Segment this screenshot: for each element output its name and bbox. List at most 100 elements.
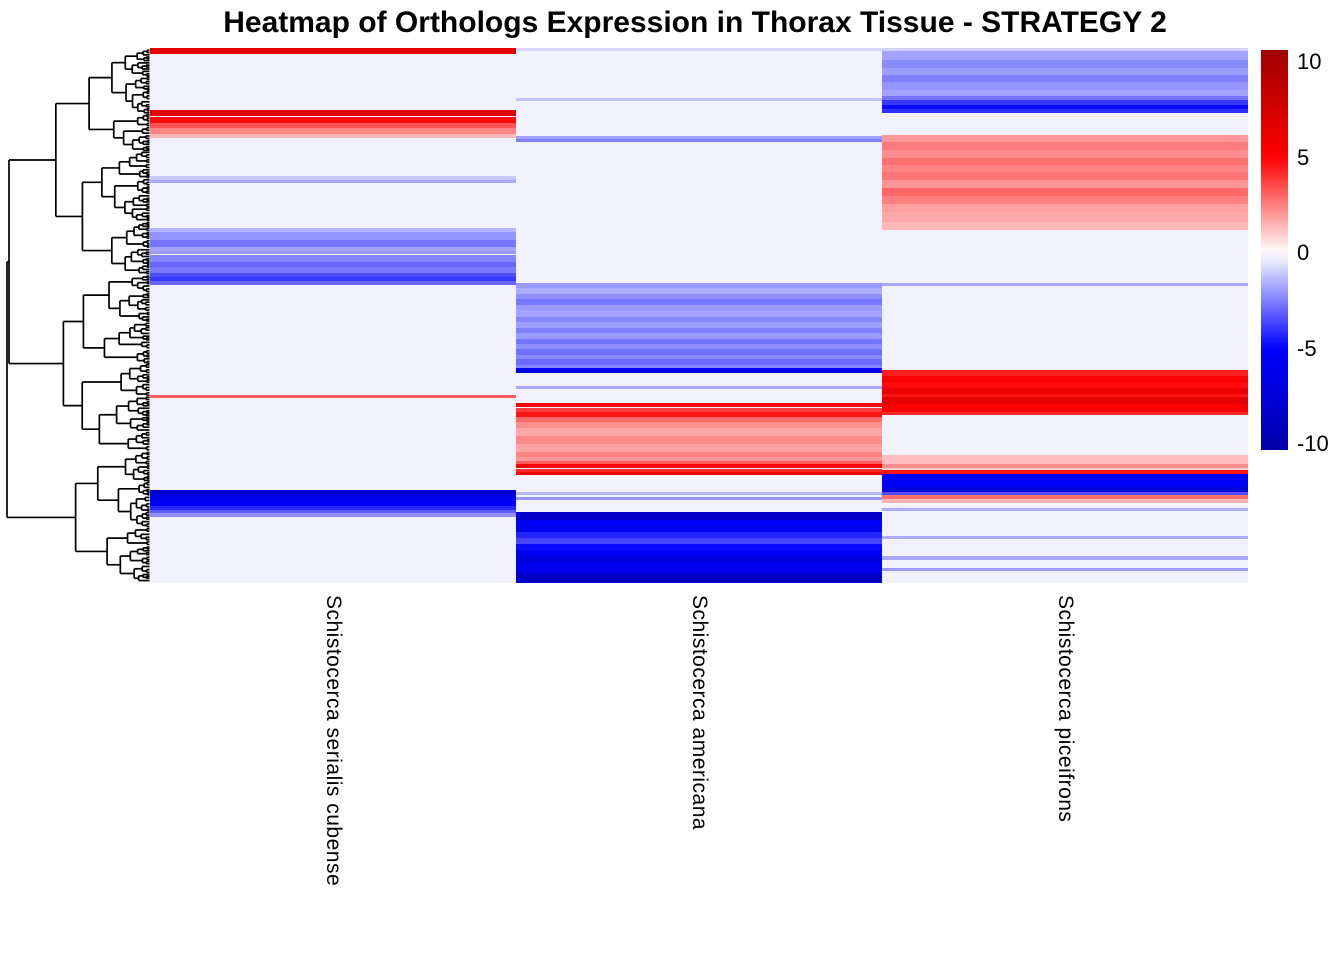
heatmap-band	[516, 403, 882, 408]
heatmap-band	[882, 99, 1248, 106]
heatmap-band	[516, 464, 882, 469]
heatmap-band	[516, 456, 882, 461]
heatmap-band	[882, 67, 1248, 75]
heatmap-band	[882, 492, 1248, 496]
heatmap-band	[882, 282, 1248, 287]
heatmap-band	[150, 239, 516, 247]
heatmap-band	[150, 285, 516, 395]
heatmap-band	[882, 555, 1248, 560]
row-dendrogram	[6, 49, 150, 582]
heatmap-band	[150, 254, 516, 262]
heatmap-band	[516, 574, 882, 583]
heatmap-band	[150, 134, 516, 138]
heatmap-band	[516, 427, 882, 436]
colorbar-tick-label: 0	[1297, 240, 1310, 266]
heatmap-band	[882, 499, 1248, 503]
heatmap-band	[516, 338, 882, 344]
heatmap-band	[882, 470, 1248, 474]
heatmap-band	[882, 221, 1248, 230]
heatmap-band	[882, 468, 1248, 471]
heatmap-band	[150, 182, 516, 228]
heatmap-band	[516, 359, 882, 365]
colorbar-tick-label: 10	[1297, 48, 1322, 74]
heatmap-band	[516, 299, 882, 305]
colorbar	[1261, 50, 1288, 450]
heatmap-band	[150, 128, 516, 135]
heatmap-band	[150, 175, 516, 180]
heatmap-band	[516, 343, 882, 350]
colorbar-tick-label: -5	[1297, 335, 1317, 361]
heatmap-band	[882, 150, 1248, 159]
heatmap-band	[150, 509, 516, 514]
heatmap-band	[516, 101, 882, 136]
heatmap-band	[882, 376, 1248, 382]
heatmap-band	[882, 415, 1248, 456]
column-label-piceifrons: Schistocerca piceifrons	[1054, 595, 1077, 823]
heatmap-band	[882, 109, 1248, 113]
heatmap-band	[516, 355, 882, 360]
heatmap-band	[516, 511, 882, 520]
heatmap-band	[516, 435, 882, 444]
heatmap-band	[882, 396, 1248, 404]
heatmap-band	[516, 538, 882, 544]
heatmap-band	[516, 531, 882, 538]
heatmap-band	[516, 97, 882, 101]
heatmap-band	[150, 53, 516, 111]
heatmap-band	[516, 468, 882, 472]
heatmap-band	[150, 516, 516, 583]
heatmap-band	[882, 571, 1248, 583]
heatmap-band	[150, 262, 516, 268]
heatmap-band	[882, 508, 1248, 512]
heatmap-band	[882, 82, 1248, 91]
heatmap-band	[882, 105, 1248, 109]
column-label-serialis-cubense: Schistocerca serialis cubense	[322, 595, 345, 887]
heatmap-band	[882, 158, 1248, 166]
heatmap-band	[882, 180, 1248, 189]
heatmap-band	[150, 179, 516, 183]
heatmap-band	[516, 461, 882, 465]
heatmap-band	[882, 51, 1248, 60]
heatmap-band	[882, 535, 1248, 540]
heatmap-band	[150, 394, 516, 398]
heatmap-band	[516, 563, 882, 570]
heatmap-band	[882, 463, 1248, 468]
heatmap-band	[882, 370, 1248, 376]
heatmap-band	[150, 506, 516, 510]
heatmap-band	[882, 455, 1248, 464]
heatmap-band	[150, 122, 516, 129]
heatmap-band	[150, 502, 516, 506]
heatmap-band	[150, 247, 516, 252]
heatmap-band	[150, 227, 516, 233]
heatmap-band	[516, 304, 882, 311]
heatmap-band	[882, 560, 1248, 568]
heatmap-band	[516, 48, 882, 52]
heatmap-band	[516, 519, 882, 526]
heatmap-band	[516, 333, 882, 339]
heatmap-band	[150, 110, 516, 117]
heatmap-band	[516, 327, 882, 334]
heatmap-band	[150, 48, 516, 54]
heatmap-band	[516, 411, 882, 418]
heatmap-band	[516, 451, 882, 457]
heatmap-band	[516, 310, 882, 318]
heatmap-band	[150, 137, 516, 176]
heatmap-band	[882, 381, 1248, 389]
heatmap-band	[882, 502, 1248, 509]
heatmap-band	[516, 372, 882, 386]
chart-title: Heatmap of Orthologs Expression in Thora…	[223, 6, 1167, 39]
heatmap-band	[882, 229, 1248, 283]
heatmap-band	[882, 212, 1248, 222]
heatmap-band	[150, 232, 516, 240]
heatmap-band	[150, 493, 516, 498]
heatmap-band	[150, 513, 516, 517]
heatmap-band	[882, 495, 1248, 499]
heatmap-band	[516, 370, 882, 373]
column-label-americana: Schistocerca americana	[688, 595, 711, 831]
heatmap-band	[516, 293, 882, 300]
heatmap-band	[516, 367, 882, 370]
heatmap-column-americana	[516, 48, 882, 583]
heatmap-band	[516, 388, 882, 404]
heatmap-band	[150, 116, 516, 123]
heatmap-band	[150, 272, 516, 277]
